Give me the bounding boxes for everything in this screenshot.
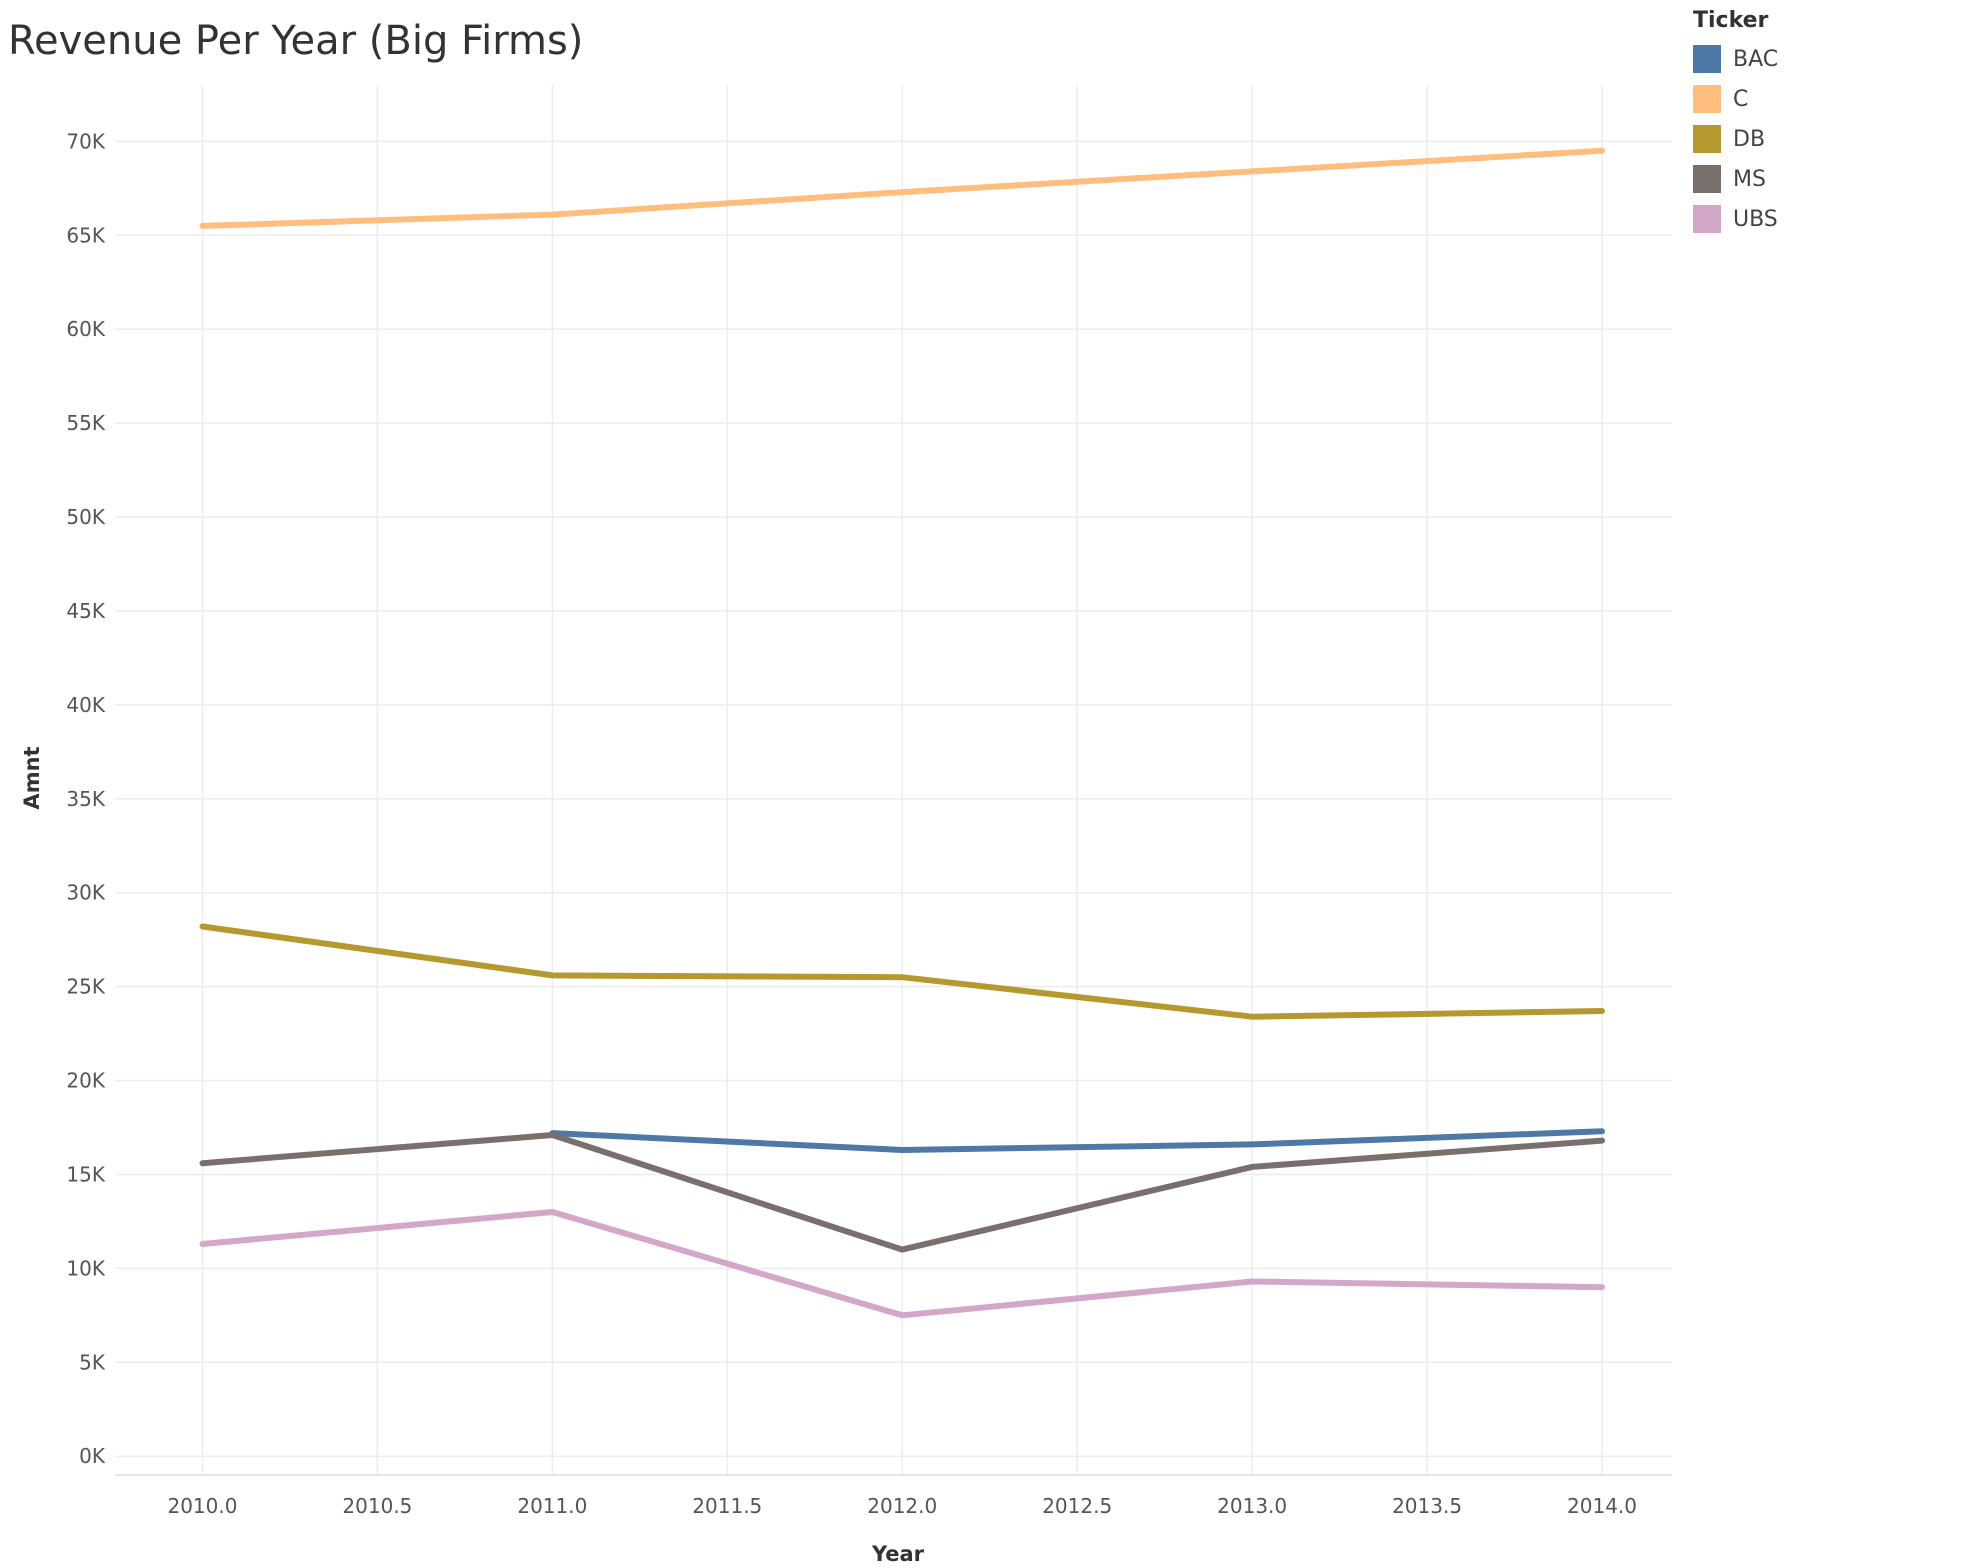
legend-swatch bbox=[1693, 205, 1721, 233]
legend-swatch bbox=[1693, 85, 1721, 113]
y-axis-ticks: 0K 5K 10K 15K 20K 25K 30K 35K 40K 45K 50K 55K 60K 65K… bbox=[66, 129, 105, 1468]
legend-label: MS bbox=[1733, 166, 1766, 192]
y-tick-label: 0K bbox=[79, 1444, 106, 1468]
y-tick-label: 30K bbox=[66, 881, 105, 905]
y-tick-label: 45K bbox=[66, 599, 105, 623]
legend: Ticker BAC C DB MS UBS bbox=[1693, 8, 1778, 239]
x-tick-label: 2010.5 bbox=[342, 1494, 412, 1518]
x-tick-label: 2014.0 bbox=[1567, 1494, 1637, 1518]
x-tick-label: 2011.0 bbox=[517, 1494, 587, 1518]
legend-item-c[interactable]: C bbox=[1693, 79, 1778, 119]
y-tick-label: 20K bbox=[66, 1069, 105, 1093]
series-line-ms bbox=[199, 1132, 1605, 1253]
y-tick-label: 70K bbox=[66, 129, 105, 153]
x-tick-label: 2013.0 bbox=[1217, 1494, 1287, 1518]
series-line-bac bbox=[549, 1128, 1605, 1153]
series-line-db bbox=[199, 923, 1605, 1020]
y-axis-title: Amnt bbox=[20, 746, 44, 809]
legend-label: DB bbox=[1733, 126, 1766, 152]
grid-lines bbox=[115, 85, 1672, 1476]
legend-item-db[interactable]: DB bbox=[1693, 119, 1778, 159]
legend-swatch bbox=[1693, 45, 1721, 73]
y-tick-label: 15K bbox=[66, 1162, 105, 1186]
x-axis-ticks: 2010.0 2010.5 2011.0 2011.5 2012.0 2012.5 2013… bbox=[167, 1494, 1637, 1518]
series-lines bbox=[199, 147, 1605, 1319]
legend-item-bac[interactable]: BAC bbox=[1693, 39, 1778, 79]
y-tick-label: 65K bbox=[66, 223, 105, 247]
x-tick-label: 2010.0 bbox=[167, 1494, 237, 1518]
legend-title: Ticker bbox=[1693, 8, 1769, 33]
x-tick-label: 2012.0 bbox=[867, 1494, 937, 1518]
y-tick-label: 35K bbox=[66, 787, 105, 811]
y-tick-label: 40K bbox=[66, 693, 105, 717]
x-tick-label: 2011.5 bbox=[692, 1494, 762, 1518]
x-axis-title: Year bbox=[871, 1542, 925, 1566]
y-tick-label: 10K bbox=[66, 1256, 105, 1280]
legend-swatch bbox=[1693, 165, 1721, 193]
x-tick-label: 2013.5 bbox=[1392, 1494, 1462, 1518]
legend-swatch bbox=[1693, 125, 1721, 153]
y-tick-label: 50K bbox=[66, 505, 105, 529]
series-line-ubs bbox=[199, 1209, 1605, 1319]
legend-label: UBS bbox=[1733, 206, 1778, 232]
y-tick-label: 55K bbox=[66, 411, 105, 435]
legend-label: C bbox=[1733, 86, 1749, 112]
y-tick-label: 60K bbox=[66, 317, 105, 341]
legend-item-ms[interactable]: MS bbox=[1693, 159, 1778, 199]
x-tick-label: 2012.5 bbox=[1042, 1494, 1112, 1518]
legend-items: BAC C DB MS UBS bbox=[1693, 39, 1778, 239]
y-tick-label: 25K bbox=[66, 975, 105, 999]
legend-label: BAC bbox=[1733, 46, 1779, 72]
legend-item-ubs[interactable]: UBS bbox=[1693, 199, 1778, 239]
y-tick-label: 5K bbox=[79, 1350, 106, 1374]
series-line-c bbox=[199, 147, 1605, 229]
chart-title: Revenue Per Year (Big Firms) bbox=[8, 18, 584, 64]
